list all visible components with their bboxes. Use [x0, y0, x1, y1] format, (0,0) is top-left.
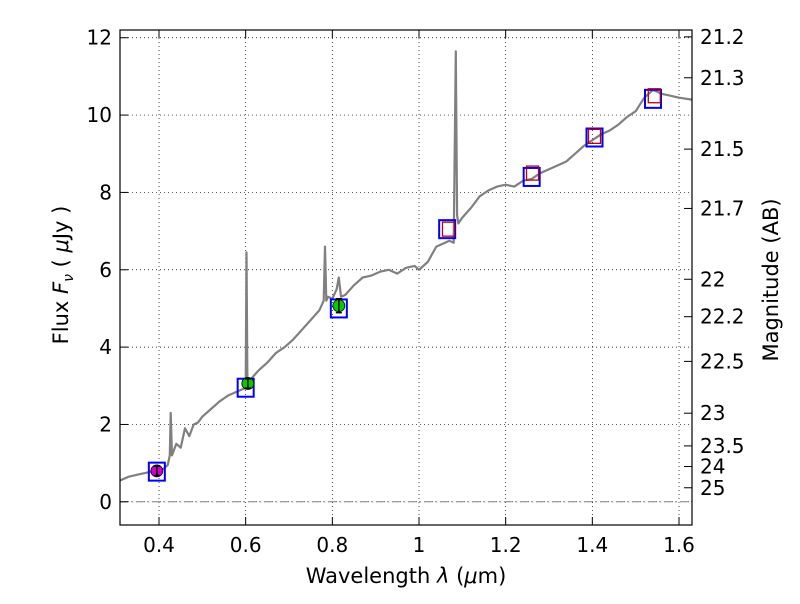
y-tick-label: 4	[99, 335, 112, 359]
y-tick-label: 10	[87, 103, 112, 127]
y-tick-label: 0	[99, 490, 112, 514]
y-axis-ticks: 0 2 4 6 8 10 12	[87, 26, 128, 514]
x-axis-label: Wavelength λ (μm)	[306, 564, 507, 588]
measurement-points	[150, 298, 346, 478]
y2-tick-label: 22.2	[700, 305, 745, 329]
y-tick-label: 12	[87, 26, 112, 50]
x-tick-label: 1.6	[663, 533, 695, 557]
spectrum-line	[120, 50, 692, 482]
photometry-markers	[147, 88, 662, 482]
photometry-square	[438, 219, 457, 240]
y2-tick-label: 21.2	[700, 25, 745, 49]
y2-tick-label: 21.3	[700, 66, 745, 90]
model-markers	[441, 88, 661, 237]
y-tick-label: 8	[99, 180, 112, 204]
x-tick-label: 1.4	[576, 533, 608, 557]
y-tick-label: 2	[99, 412, 112, 436]
plot-frame	[119, 29, 693, 526]
photometry-square	[585, 127, 604, 148]
model-square	[647, 88, 661, 104]
y2-tick-label: 22	[700, 267, 725, 291]
model-square	[525, 165, 540, 181]
model-square	[441, 221, 456, 237]
y2-tick-label: 23.5	[700, 434, 745, 458]
x-tick-label: 0.8	[316, 533, 348, 557]
y2-tick-label: 23	[700, 401, 725, 425]
x-tick-label: 1	[413, 533, 426, 557]
x-tick-label: 1.2	[490, 533, 522, 557]
y2-tick-label: 24	[700, 455, 725, 479]
photometry-square	[147, 461, 166, 482]
photometry-square	[644, 88, 662, 109]
x-axis-ticks: 0.4 0.6 0.8 1 1.2 1.4 1.6	[143, 30, 695, 557]
grid-lines	[120, 30, 692, 525]
y-axis-label: Flux Fν ( μJy )	[49, 206, 77, 345]
y2-tick-label: 21.7	[700, 196, 745, 220]
y2-axis-label: Magnitude (AB)	[759, 198, 783, 361]
model-square	[587, 128, 602, 144]
spectrum-series	[120, 50, 692, 482]
y2-tick-label: 21.5	[700, 137, 745, 161]
y2-tick-label: 22.5	[700, 349, 745, 373]
x-tick-label: 0.4	[143, 533, 175, 557]
x-tick-label: 0.6	[230, 533, 262, 557]
y-tick-label: 6	[99, 258, 112, 282]
photometry-square	[522, 166, 541, 187]
y2-tick-label: 25	[700, 476, 725, 500]
